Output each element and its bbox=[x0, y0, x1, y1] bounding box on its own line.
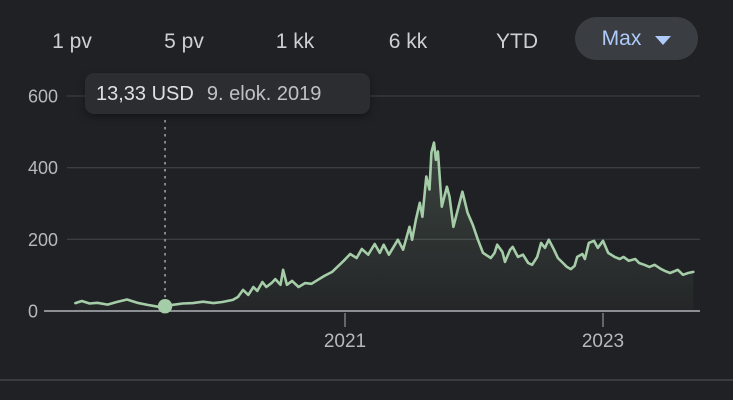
price-area-fill bbox=[75, 142, 694, 311]
x-tick-label: 2023 bbox=[582, 331, 624, 352]
tooltip-date: 9. elok. 2019 bbox=[206, 82, 322, 105]
max-range-label: Max bbox=[601, 26, 642, 50]
range-button-1m[interactable]: 1 kk bbox=[268, 27, 323, 56]
bottom-divider bbox=[0, 379, 733, 381]
range-button-6m[interactable]: 6 kk bbox=[381, 27, 436, 56]
tooltip-price: 13,33 USD bbox=[96, 82, 194, 105]
range-button-ytd[interactable]: YTD bbox=[488, 27, 546, 56]
max-range-dropdown[interactable]: Max bbox=[575, 17, 698, 60]
range-button-5d[interactable]: 5 pv bbox=[156, 27, 212, 56]
range-button-1d[interactable]: 1 pv bbox=[44, 27, 100, 56]
price-tooltip: 13,33 USD 9. elok. 2019 bbox=[85, 73, 370, 114]
price-line bbox=[74, 141, 695, 308]
y-tick-label: 0 bbox=[28, 302, 38, 322]
chevron-down-icon bbox=[655, 35, 672, 45]
y-tick-label: 600 bbox=[28, 87, 58, 107]
y-tick-label: 200 bbox=[28, 230, 58, 250]
y-tick-label: 400 bbox=[28, 158, 58, 178]
x-tick-label: 2021 bbox=[324, 331, 366, 352]
selected-point-marker bbox=[157, 299, 173, 314]
